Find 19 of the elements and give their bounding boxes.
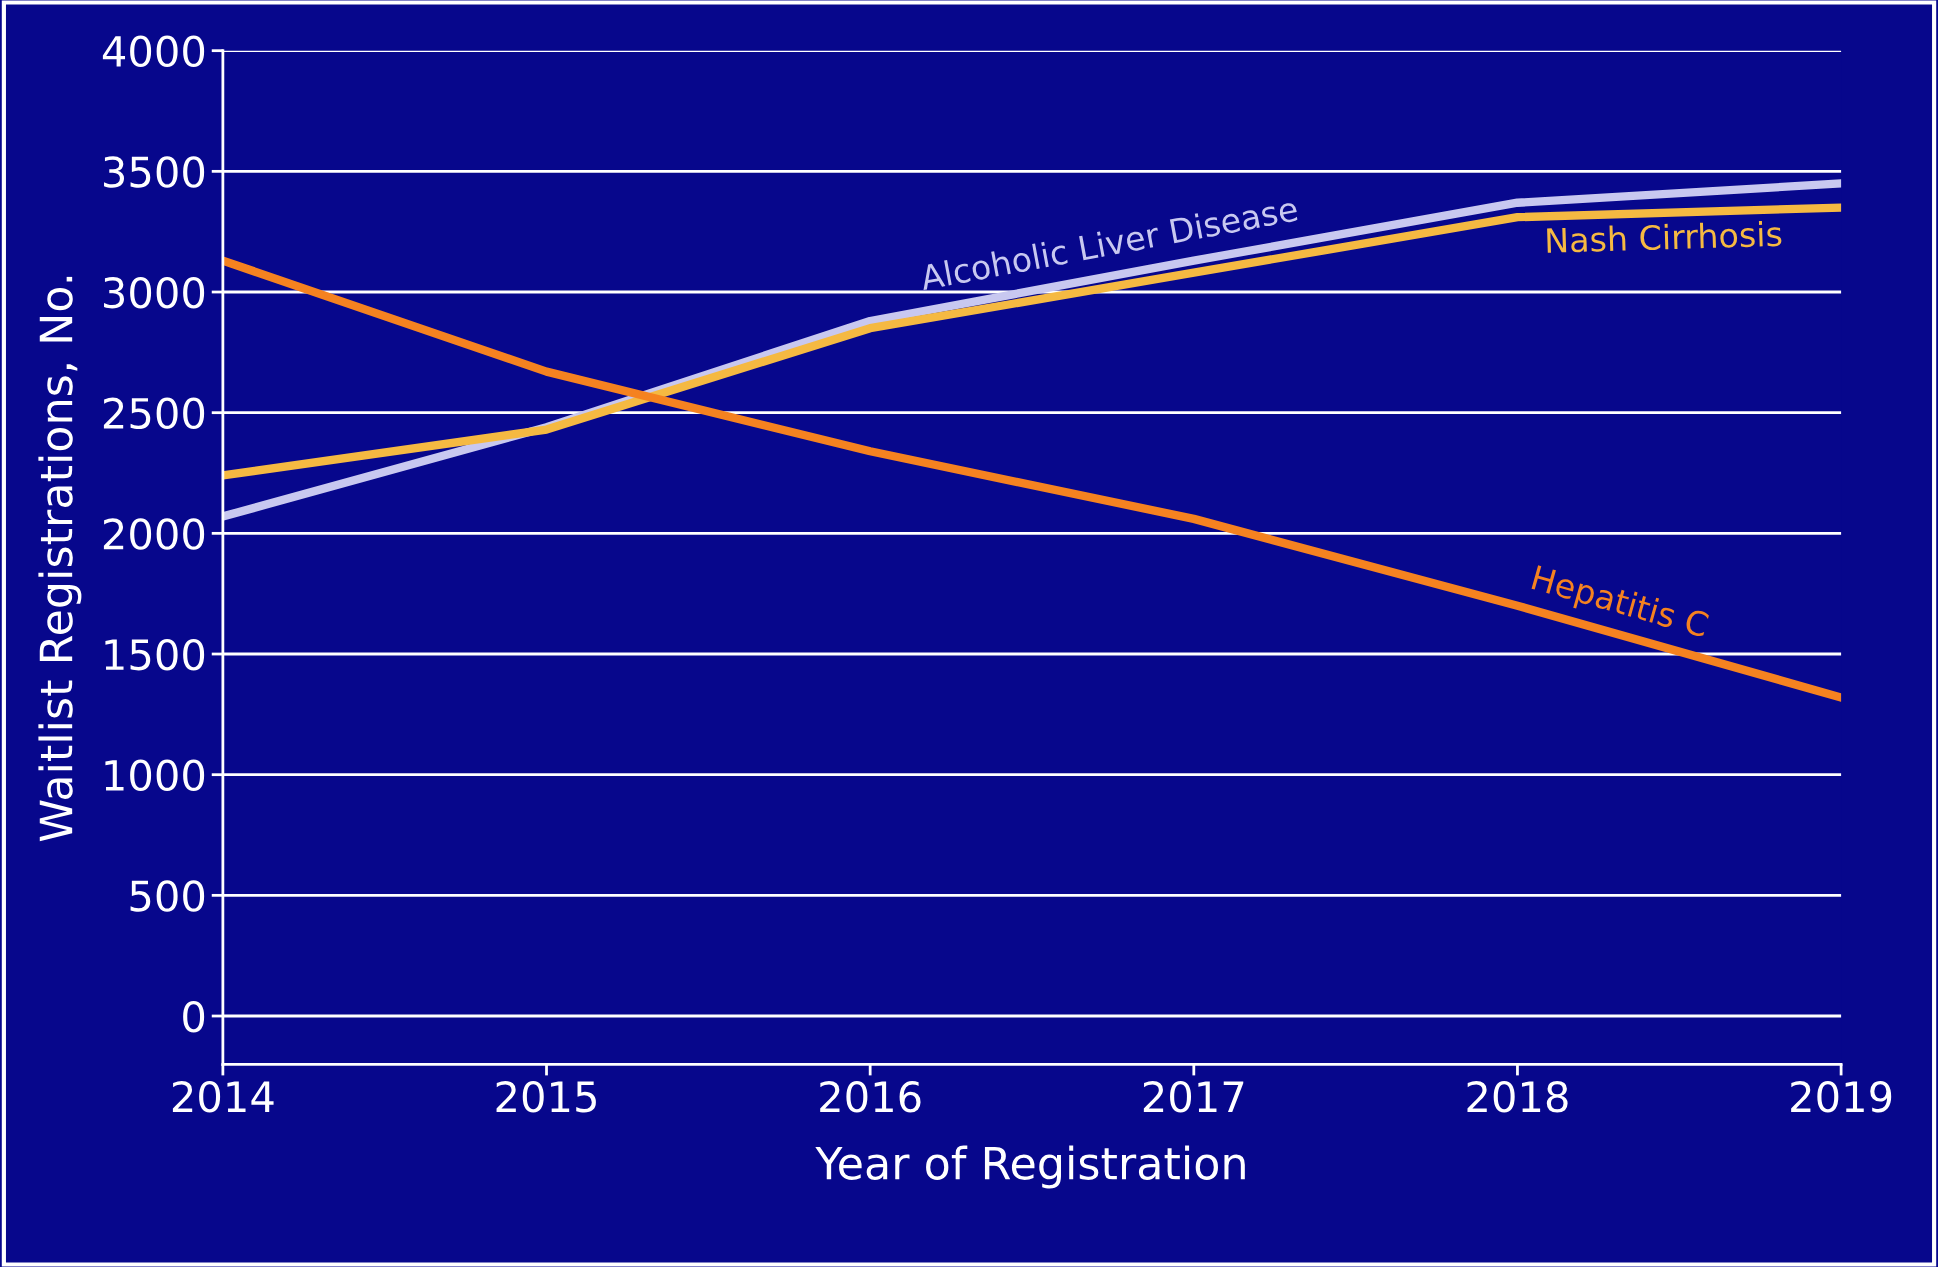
x-tick-label: 2017 (1143, 1080, 1244, 1113)
y-tick-label: 2500 (103, 397, 205, 430)
x-tick-label: 2015 (496, 1080, 596, 1113)
x-tick-label: 2014 (172, 1080, 274, 1113)
x-tick-label: 2018 (1467, 1080, 1568, 1113)
x-tick-label: 2019 (1791, 1080, 1892, 1113)
x-tick-label: 2016 (820, 1080, 921, 1113)
y-tick-label: 1000 (105, 759, 205, 792)
y-tick-label: 4000 (102, 35, 205, 68)
y-tick-label: 500 (130, 880, 205, 912)
y-tick-label: 3500 (104, 156, 205, 188)
y-tick-label: 0 (183, 1000, 205, 1033)
y-tick-label: 2000 (103, 518, 205, 550)
x-axis-title: Year of Registration (815, 1145, 1245, 1189)
y-tick-label: 1500 (105, 638, 205, 671)
y-axis-title: Waitlist Registrations, No. (38, 276, 82, 842)
text: Alcoholic Liver Disease (918, 195, 1299, 291)
series-label: Nash Cirrhosis (1547, 220, 1782, 254)
y-tick-label: 3000 (104, 276, 205, 309)
